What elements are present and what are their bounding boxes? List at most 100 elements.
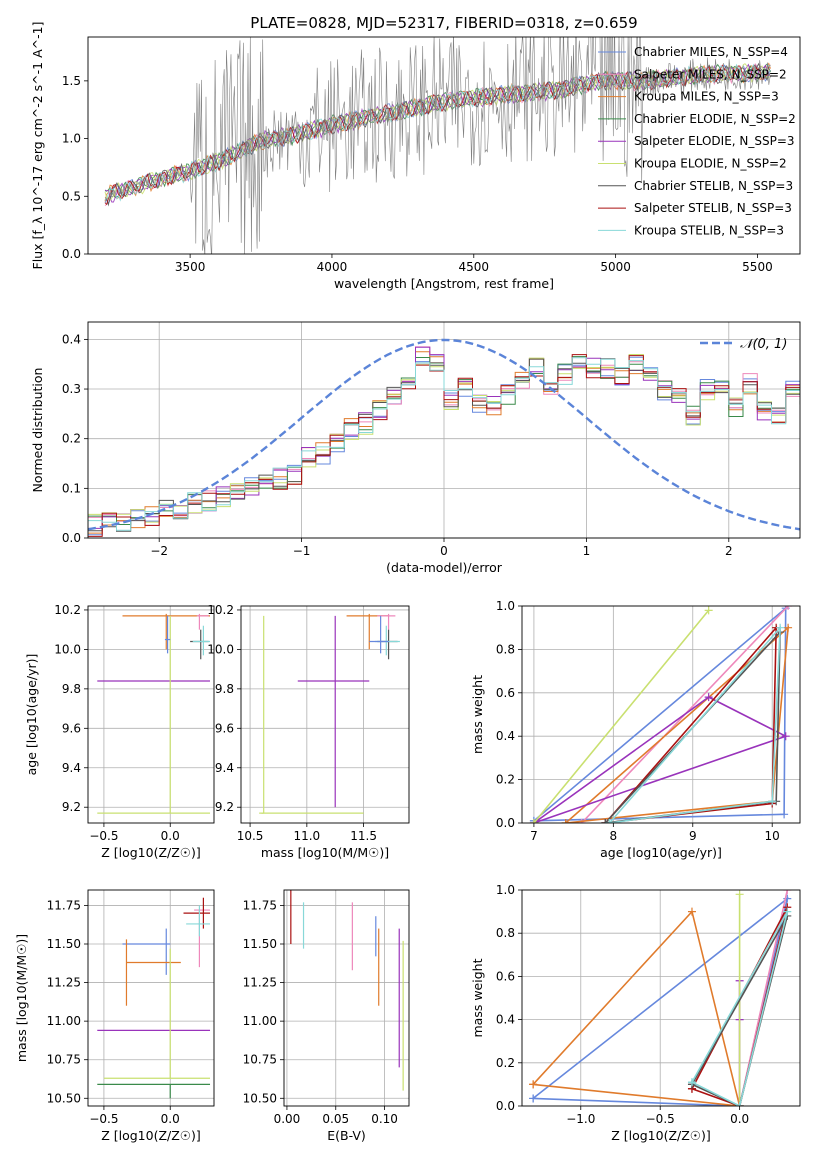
x-tick-label: 0.05 — [322, 1112, 349, 1126]
x-axis-label: mass [log10(M/M☉)] — [261, 845, 389, 860]
y-tick-label: 0.0 — [62, 247, 81, 261]
x-tick-label: 0.0 — [161, 829, 180, 843]
axes-frame — [521, 889, 801, 1107]
weight-point — [561, 819, 570, 823]
histogram-step-line — [88, 358, 800, 538]
x-axis-label: wavelength [Angstrom, rest frame] — [334, 276, 554, 291]
normal-curve-line — [88, 338, 800, 531]
residuals-plot-area — [88, 338, 800, 538]
weight-line — [604, 625, 778, 823]
x-tick-label: 4500 — [459, 260, 490, 274]
y-tick-label: 9.2 — [62, 800, 81, 814]
y-tick-label: 11.25 — [243, 976, 277, 990]
x-axis-label: E(B-V) — [327, 1128, 366, 1143]
y-tick-label: 9.8 — [215, 682, 234, 696]
y-tick-label: 0.5 — [62, 189, 81, 203]
y-tick-label: 0.2 — [62, 432, 81, 446]
y-tick-label: 0.4 — [496, 1013, 515, 1027]
weight-point — [529, 819, 538, 823]
y-tick-label: 10.75 — [243, 1053, 277, 1067]
weight-point — [783, 890, 792, 894]
y-tick-label: 0.6 — [496, 686, 515, 700]
y-tick-label: 10.75 — [47, 1053, 81, 1067]
y-tick-label: 1.0 — [496, 883, 515, 897]
x-tick-label: 7 — [530, 829, 538, 843]
mass-vs-Z-axes: −0.5 0.0 10.50 10.75 11.00 11.25 11.50 11.75 Z [… — [14, 889, 215, 1143]
x-tick-label: 9 — [689, 829, 697, 843]
x-tick-label: 4000 — [317, 260, 348, 274]
weight-point — [704, 693, 713, 702]
legend-label: Chabrier ELODIE, N_SSP=2 — [634, 112, 796, 126]
figure-title: PLATE=0828, MJD=52317, FIBERID=0318, z=0… — [250, 14, 637, 32]
y-tick-label: 0.3 — [62, 382, 81, 396]
y-axis-label: Flux [f_λ 10^-17 erg cm^-2 s^-1 A^-1] — [30, 22, 45, 270]
y-axis-label: mass weight — [470, 675, 485, 754]
y-axis-label: mass weight — [470, 958, 485, 1037]
y-tick-label: 0.0 — [496, 1099, 515, 1113]
y-tick-label: 10.0 — [207, 642, 234, 656]
x-tick-label: 0.10 — [371, 1112, 398, 1126]
x-axis-label: Z [log10(Z/Z☉)] — [611, 1128, 711, 1143]
legend-label: Kroupa ELODIE, N_SSP=2 — [634, 157, 787, 171]
weight-point — [529, 1080, 538, 1089]
legend-label: Kroupa MILES, N_SSP=3 — [634, 90, 779, 104]
y-tick-label: 9.6 — [62, 721, 81, 735]
x-tick-label: −2 — [150, 544, 168, 558]
y-tick-label: 10.50 — [47, 1091, 81, 1105]
age-vs-mass-plot-area — [259, 613, 400, 814]
weight-point — [601, 819, 610, 823]
mass-vs-Z-plot-area — [97, 897, 211, 1099]
y-tick-label: 11.75 — [47, 898, 81, 912]
mass-vs-ebv-plot-area — [290, 890, 404, 1091]
x-tick-label: 1 — [583, 544, 591, 558]
age-vs-Z-axes: −0.5 0.0 9.2 9.4 9.6 9.8 10.0 10.2 Z [log10(Z/Z☉… — [24, 603, 215, 860]
axes-frame — [87, 605, 215, 824]
weight-point — [780, 810, 789, 819]
y-tick-label: 0.4 — [496, 729, 515, 743]
axes-frame — [87, 36, 801, 255]
x-tick-label: 11.5 — [350, 829, 377, 843]
weight-point — [784, 623, 793, 632]
y-tick-label: 0.0 — [62, 531, 81, 545]
weight-point — [781, 732, 790, 741]
y-tick-label: 0.4 — [62, 332, 81, 346]
y-tick-label: 0.8 — [496, 642, 515, 656]
x-tick-label: 0.00 — [274, 1112, 301, 1126]
y-tick-label: 11.75 — [243, 898, 277, 912]
weight-line — [533, 696, 788, 823]
axes-frame — [87, 889, 215, 1107]
x-tick-label: −1 — [293, 544, 311, 558]
x-tick-label: 11.0 — [293, 829, 320, 843]
residuals-axes: −2 −1 0 1 2 0.0 0.1 0.2 0.3 0.4 (data-model)/error… — [30, 321, 801, 575]
age-vs-Z-plot-area — [97, 613, 211, 814]
weight-line — [533, 606, 787, 822]
x-tick-label: 0.0 — [730, 1112, 749, 1126]
weight-point — [768, 797, 777, 806]
weight-vs-Z-plot-area — [529, 890, 792, 1106]
y-tick-label: 10.2 — [54, 603, 81, 617]
y-tick-label: 0.0 — [496, 816, 515, 830]
weight-line — [738, 890, 789, 1106]
x-tick-label: 3500 — [175, 260, 206, 274]
histogram-step-line — [88, 354, 800, 538]
y-tick-label: 11.50 — [47, 937, 81, 951]
x-tick-label: −0.5 — [646, 1112, 675, 1126]
legend-label: Salpeter STELIB, N_SSP=3 — [634, 201, 792, 215]
y-tick-label: 0.8 — [496, 926, 515, 940]
weight-point — [784, 606, 793, 610]
y-tick-label: 11.25 — [47, 976, 81, 990]
weight-point — [735, 890, 744, 899]
legend-label: Chabrier STELIB, N_SSP=3 — [634, 179, 793, 193]
weight-point — [687, 907, 696, 916]
y-tick-label: 11.50 — [243, 937, 277, 951]
y-tick-label: 0.1 — [62, 481, 81, 495]
x-axis-label: (data-model)/error — [386, 560, 503, 575]
y-axis-label: age [log10(age/yr)] — [24, 654, 39, 776]
axes-frame — [283, 889, 410, 1107]
x-tick-label: 8 — [610, 829, 618, 843]
y-tick-label: 1.0 — [496, 599, 515, 613]
y-tick-label: 10.2 — [207, 603, 234, 617]
weight-vs-Z-axes: −1.0 −0.5 0.0 0.0 0.2 0.4 0.6 0.8 1.0 Z [log10(Z/… — [470, 883, 801, 1143]
x-tick-label: −0.5 — [89, 829, 118, 843]
